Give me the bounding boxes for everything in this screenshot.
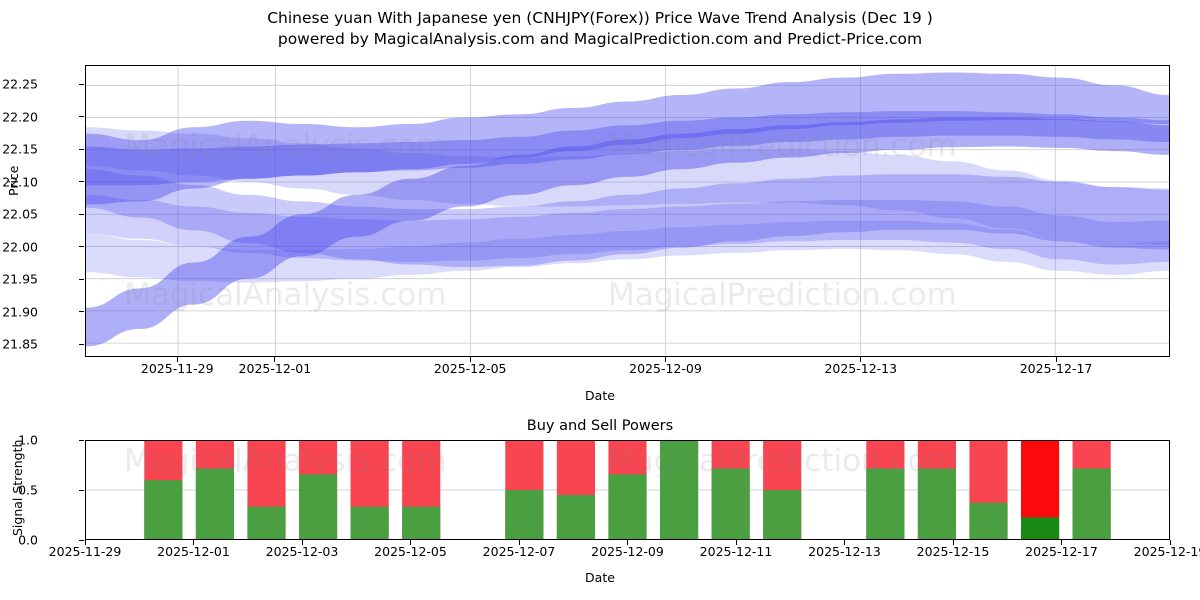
buy-power-bar[interactable] — [608, 474, 647, 539]
price-axis-ticks: 22.25 22.20 22.15 22.10 22.05 22.00 21.95 21.90… — [0, 0, 84, 600]
chart-title-block: Chinese yuan With Japanese yen (CNHJPY(F… — [0, 8, 1200, 50]
buy-power-bar[interactable] — [350, 506, 389, 539]
wave-band-bottom-dispersion-band — [86, 220, 1169, 283]
date-tick-mark-top — [176, 357, 178, 362]
price-tick-label: 21.90 — [2, 304, 38, 320]
buy-sell-powers-svg — [86, 441, 1169, 539]
price-wave-plot[interactable] — [85, 65, 1170, 357]
price-tick-mark — [79, 116, 84, 118]
date-tick-mark-bottom — [952, 540, 954, 545]
date-tick-mark-top — [274, 357, 276, 362]
date-tick-mark-bottom — [410, 540, 411, 545]
signal-strength-axis-ticks: 1.0 0.5 0.0 — [0, 0, 84, 600]
price-tick-label: 22.20 — [2, 109, 38, 125]
date-tick-label-top: 2025-12-05 — [433, 361, 507, 376]
price-tick-mark — [79, 246, 84, 248]
date-tick-label-bottom: 2025-12-05 — [374, 544, 447, 559]
price-tick-mark — [79, 213, 84, 215]
date-tick-mark-top — [860, 357, 862, 362]
buy-power-bar[interactable] — [711, 468, 750, 539]
price-tick-label: 22.25 — [2, 76, 38, 92]
buy-power-bar[interactable] — [195, 468, 235, 539]
page-title: Chinese yuan With Japanese yen (CNHJPY(F… — [267, 9, 933, 27]
wave-band-upper-rising-band — [86, 72, 1169, 205]
date-tick-label-top: 2025-12-13 — [824, 361, 898, 376]
buy-power-bar[interactable] — [247, 506, 286, 539]
buy-power-bar[interactable] — [866, 468, 905, 539]
price-tick-label: 22.00 — [2, 239, 38, 255]
date-tick-mark-top — [1055, 357, 1057, 362]
wave-band-flat-lower-band — [86, 194, 1169, 265]
date-tick-mark-bottom — [84, 540, 86, 545]
date-tick-mark-bottom — [193, 540, 194, 545]
date-tick-mark-bottom — [518, 540, 520, 545]
price-tick-label: 22.05 — [2, 206, 38, 222]
date-tick-label-bottom: 2025-12-01 — [157, 544, 230, 559]
date-tick-label-bottom: 2025-12-11 — [699, 544, 773, 559]
price-tick-mark — [79, 343, 84, 345]
date-tick-mark-bottom — [301, 540, 303, 545]
date-tick-label-bottom: 2025-12-13 — [808, 544, 881, 559]
price-tick-mark — [79, 181, 84, 183]
date-tick-label-bottom: 2025-12-17 — [1025, 544, 1098, 559]
date-tick-label-bottom: 2025-11-29 — [48, 544, 122, 559]
buy-power-bar[interactable] — [1072, 468, 1111, 539]
date-tick-label-top: 2025-11-29 — [140, 361, 214, 376]
date-tick-label-bottom: 2025-12-15 — [916, 544, 990, 559]
wave-band-mid-upper-band — [86, 111, 1169, 186]
price-tick-label: 22.10 — [2, 174, 38, 190]
date-tick-label-bottom: 2025-12-03 — [265, 544, 339, 559]
date-tick-mark-bottom — [735, 540, 737, 545]
buy-power-bar[interactable] — [763, 490, 802, 539]
buy-sell-powers-title: Buy and Sell Powers — [526, 418, 674, 434]
buy-power-bar[interactable] — [969, 502, 1008, 539]
date-tick-label-top: 2025-12-01 — [238, 361, 312, 376]
wave-band-lower-fan-band — [86, 169, 1169, 268]
price-tick-label: 22.15 — [2, 141, 38, 157]
buy-power-bar[interactable] — [1020, 517, 1060, 539]
date-axis-label-top: Date — [585, 388, 615, 403]
signal-strength-tick-label: 1.0 — [18, 432, 38, 448]
date-tick-mark-top — [469, 357, 471, 362]
wave-band-steep-ascending-band — [86, 117, 1169, 347]
page-subtitle: powered by MagicalAnalysis.com and Magic… — [277, 30, 923, 48]
signal-strength-tick-mark — [79, 489, 84, 491]
wave-band-crossing-descending-band — [86, 127, 1169, 246]
price-tick-mark — [79, 311, 84, 313]
date-tick-label-top: 2025-12-17 — [1019, 361, 1093, 376]
buy-power-bar[interactable] — [917, 468, 957, 539]
buy-sell-powers-plot[interactable] — [85, 440, 1170, 540]
buy-power-bar[interactable] — [556, 494, 596, 539]
signal-strength-tick-label: 0.0 — [18, 532, 38, 548]
date-tick-label-bottom: 2025-12-19 — [1133, 544, 1200, 559]
price-tick-mark — [79, 278, 84, 280]
date-tick-label-bottom: 2025-12-07 — [482, 544, 556, 559]
date-tick-mark-top — [664, 357, 666, 362]
price-tick-mark — [79, 83, 84, 85]
date-tick-label-top: 2025-12-09 — [629, 361, 702, 376]
signal-strength-tick-mark — [79, 539, 84, 541]
date-tick-mark-bottom — [1061, 540, 1062, 545]
buy-power-bar[interactable] — [659, 441, 699, 539]
price-tick-mark — [79, 148, 84, 150]
signal-strength-tick-mark — [79, 439, 84, 441]
date-tick-mark-bottom — [627, 540, 628, 545]
date-tick-label-bottom: 2025-12-09 — [591, 544, 664, 559]
buy-power-bar[interactable] — [402, 506, 441, 539]
buy-power-bar[interactable] — [298, 474, 338, 539]
price-tick-label: 21.95 — [2, 271, 38, 287]
buy-power-bar[interactable] — [505, 490, 544, 539]
date-axis-label-bottom: Date — [585, 570, 615, 585]
date-tick-mark-bottom — [844, 540, 845, 545]
buy-power-bar[interactable] — [144, 480, 183, 539]
price-tick-label: 21.85 — [2, 336, 38, 352]
date-tick-mark-bottom — [1169, 540, 1171, 545]
signal-strength-tick-label: 0.5 — [18, 482, 38, 498]
price-wave-svg — [86, 66, 1169, 356]
